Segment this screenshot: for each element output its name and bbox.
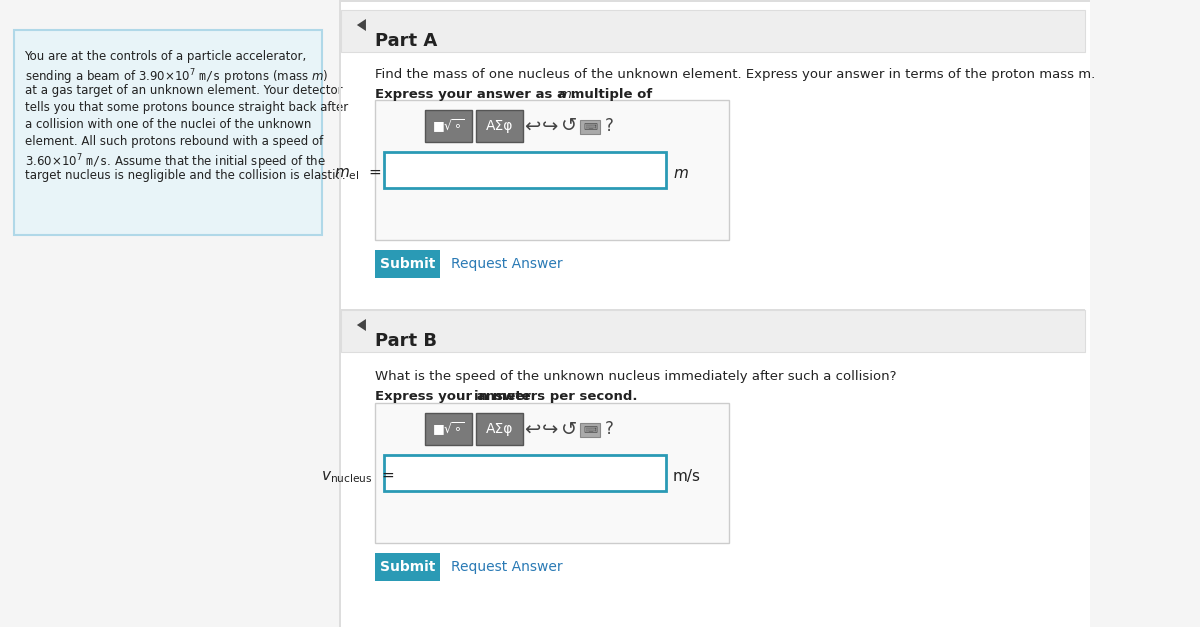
- Bar: [341, 10, 1085, 52]
- Bar: [425, 110, 472, 142]
- Text: ↩: ↩: [524, 419, 540, 438]
- Bar: [341, 309, 1085, 311]
- Text: ↪: ↪: [542, 419, 558, 438]
- Text: 3.60×10$^7$ $\mathtt{m/s}$. Assume that the initial speed of the: 3.60×10$^7$ $\mathtt{m/s}$. Assume that …: [24, 152, 325, 172]
- Text: a collision with one of the nuclei of the unknown: a collision with one of the nuclei of th…: [24, 118, 311, 131]
- Bar: [384, 152, 666, 188]
- Text: Submit: Submit: [380, 560, 436, 574]
- Text: $\it{m}$: $\it{m}$: [673, 167, 689, 181]
- Text: Part A: Part A: [376, 32, 437, 50]
- Bar: [341, 0, 1090, 627]
- Bar: [341, 310, 1085, 352]
- Text: Submit: Submit: [380, 257, 436, 271]
- Bar: [384, 455, 666, 491]
- Text: target nucleus is negligible and the collision is elastic.: target nucleus is negligible and the col…: [24, 169, 346, 182]
- Bar: [581, 423, 600, 437]
- Text: ?: ?: [605, 117, 613, 135]
- Bar: [376, 553, 440, 581]
- Text: Find the mass of one nucleus of the unknown element. Express your answer in term: Find the mass of one nucleus of the unkn…: [376, 68, 1096, 81]
- Text: ⌨: ⌨: [583, 425, 598, 435]
- Text: Request Answer: Request Answer: [451, 257, 563, 271]
- Text: Request Answer: Request Answer: [451, 560, 563, 574]
- Text: tells you that some protons bounce straight back after: tells you that some protons bounce strai…: [24, 101, 348, 114]
- Bar: [425, 413, 472, 445]
- Bar: [376, 100, 730, 240]
- Text: Part B: Part B: [376, 332, 437, 350]
- Text: m/s: m/s: [673, 470, 701, 485]
- Bar: [13, 30, 323, 235]
- Text: $m_\mathrm{el}$  =: $m_\mathrm{el}$ =: [334, 166, 382, 182]
- Polygon shape: [356, 319, 366, 331]
- Text: $v_\mathrm{nucleus}$  =: $v_\mathrm{nucleus}$ =: [320, 469, 394, 485]
- Text: ⌨: ⌨: [583, 122, 598, 132]
- Polygon shape: [356, 19, 366, 31]
- Bar: [581, 120, 600, 134]
- Bar: [341, 0, 1090, 2]
- Text: $\it{m}$.: $\it{m}$.: [558, 88, 577, 101]
- Text: You are at the controls of a particle accelerator,: You are at the controls of a particle ac…: [24, 50, 307, 63]
- Text: at a gas target of an unknown element. Your detector: at a gas target of an unknown element. Y…: [24, 84, 342, 97]
- Text: AΣφ: AΣφ: [486, 422, 514, 436]
- Bar: [376, 403, 730, 543]
- Text: element. All such protons rebound with a speed of: element. All such protons rebound with a…: [24, 135, 323, 148]
- Text: What is the speed of the unknown nucleus immediately after such a collision?: What is the speed of the unknown nucleus…: [376, 370, 896, 383]
- Text: ?: ?: [605, 420, 613, 438]
- Bar: [476, 413, 523, 445]
- Text: ↺: ↺: [562, 117, 577, 135]
- Bar: [338, 0, 341, 627]
- Text: ↪: ↪: [542, 117, 558, 135]
- Text: ↺: ↺: [562, 419, 577, 438]
- Text: ↩: ↩: [524, 117, 540, 135]
- Bar: [376, 250, 440, 278]
- Text: Express your answer as a multiple of: Express your answer as a multiple of: [376, 88, 656, 101]
- Text: in meters per second.: in meters per second.: [474, 390, 637, 403]
- Text: $\blacksquare\sqrt{\circ}$: $\blacksquare\sqrt{\circ}$: [432, 117, 464, 135]
- Text: $\blacksquare\sqrt{\circ}$: $\blacksquare\sqrt{\circ}$: [432, 420, 464, 438]
- Text: sending a beam of 3.90×10$^7$ $\mathtt{m/s}$ protons (mass $\it{m}$): sending a beam of 3.90×10$^7$ $\mathtt{m…: [24, 67, 328, 87]
- Bar: [476, 110, 523, 142]
- Text: Express your answer: Express your answer: [376, 390, 535, 403]
- Text: AΣφ: AΣφ: [486, 119, 514, 133]
